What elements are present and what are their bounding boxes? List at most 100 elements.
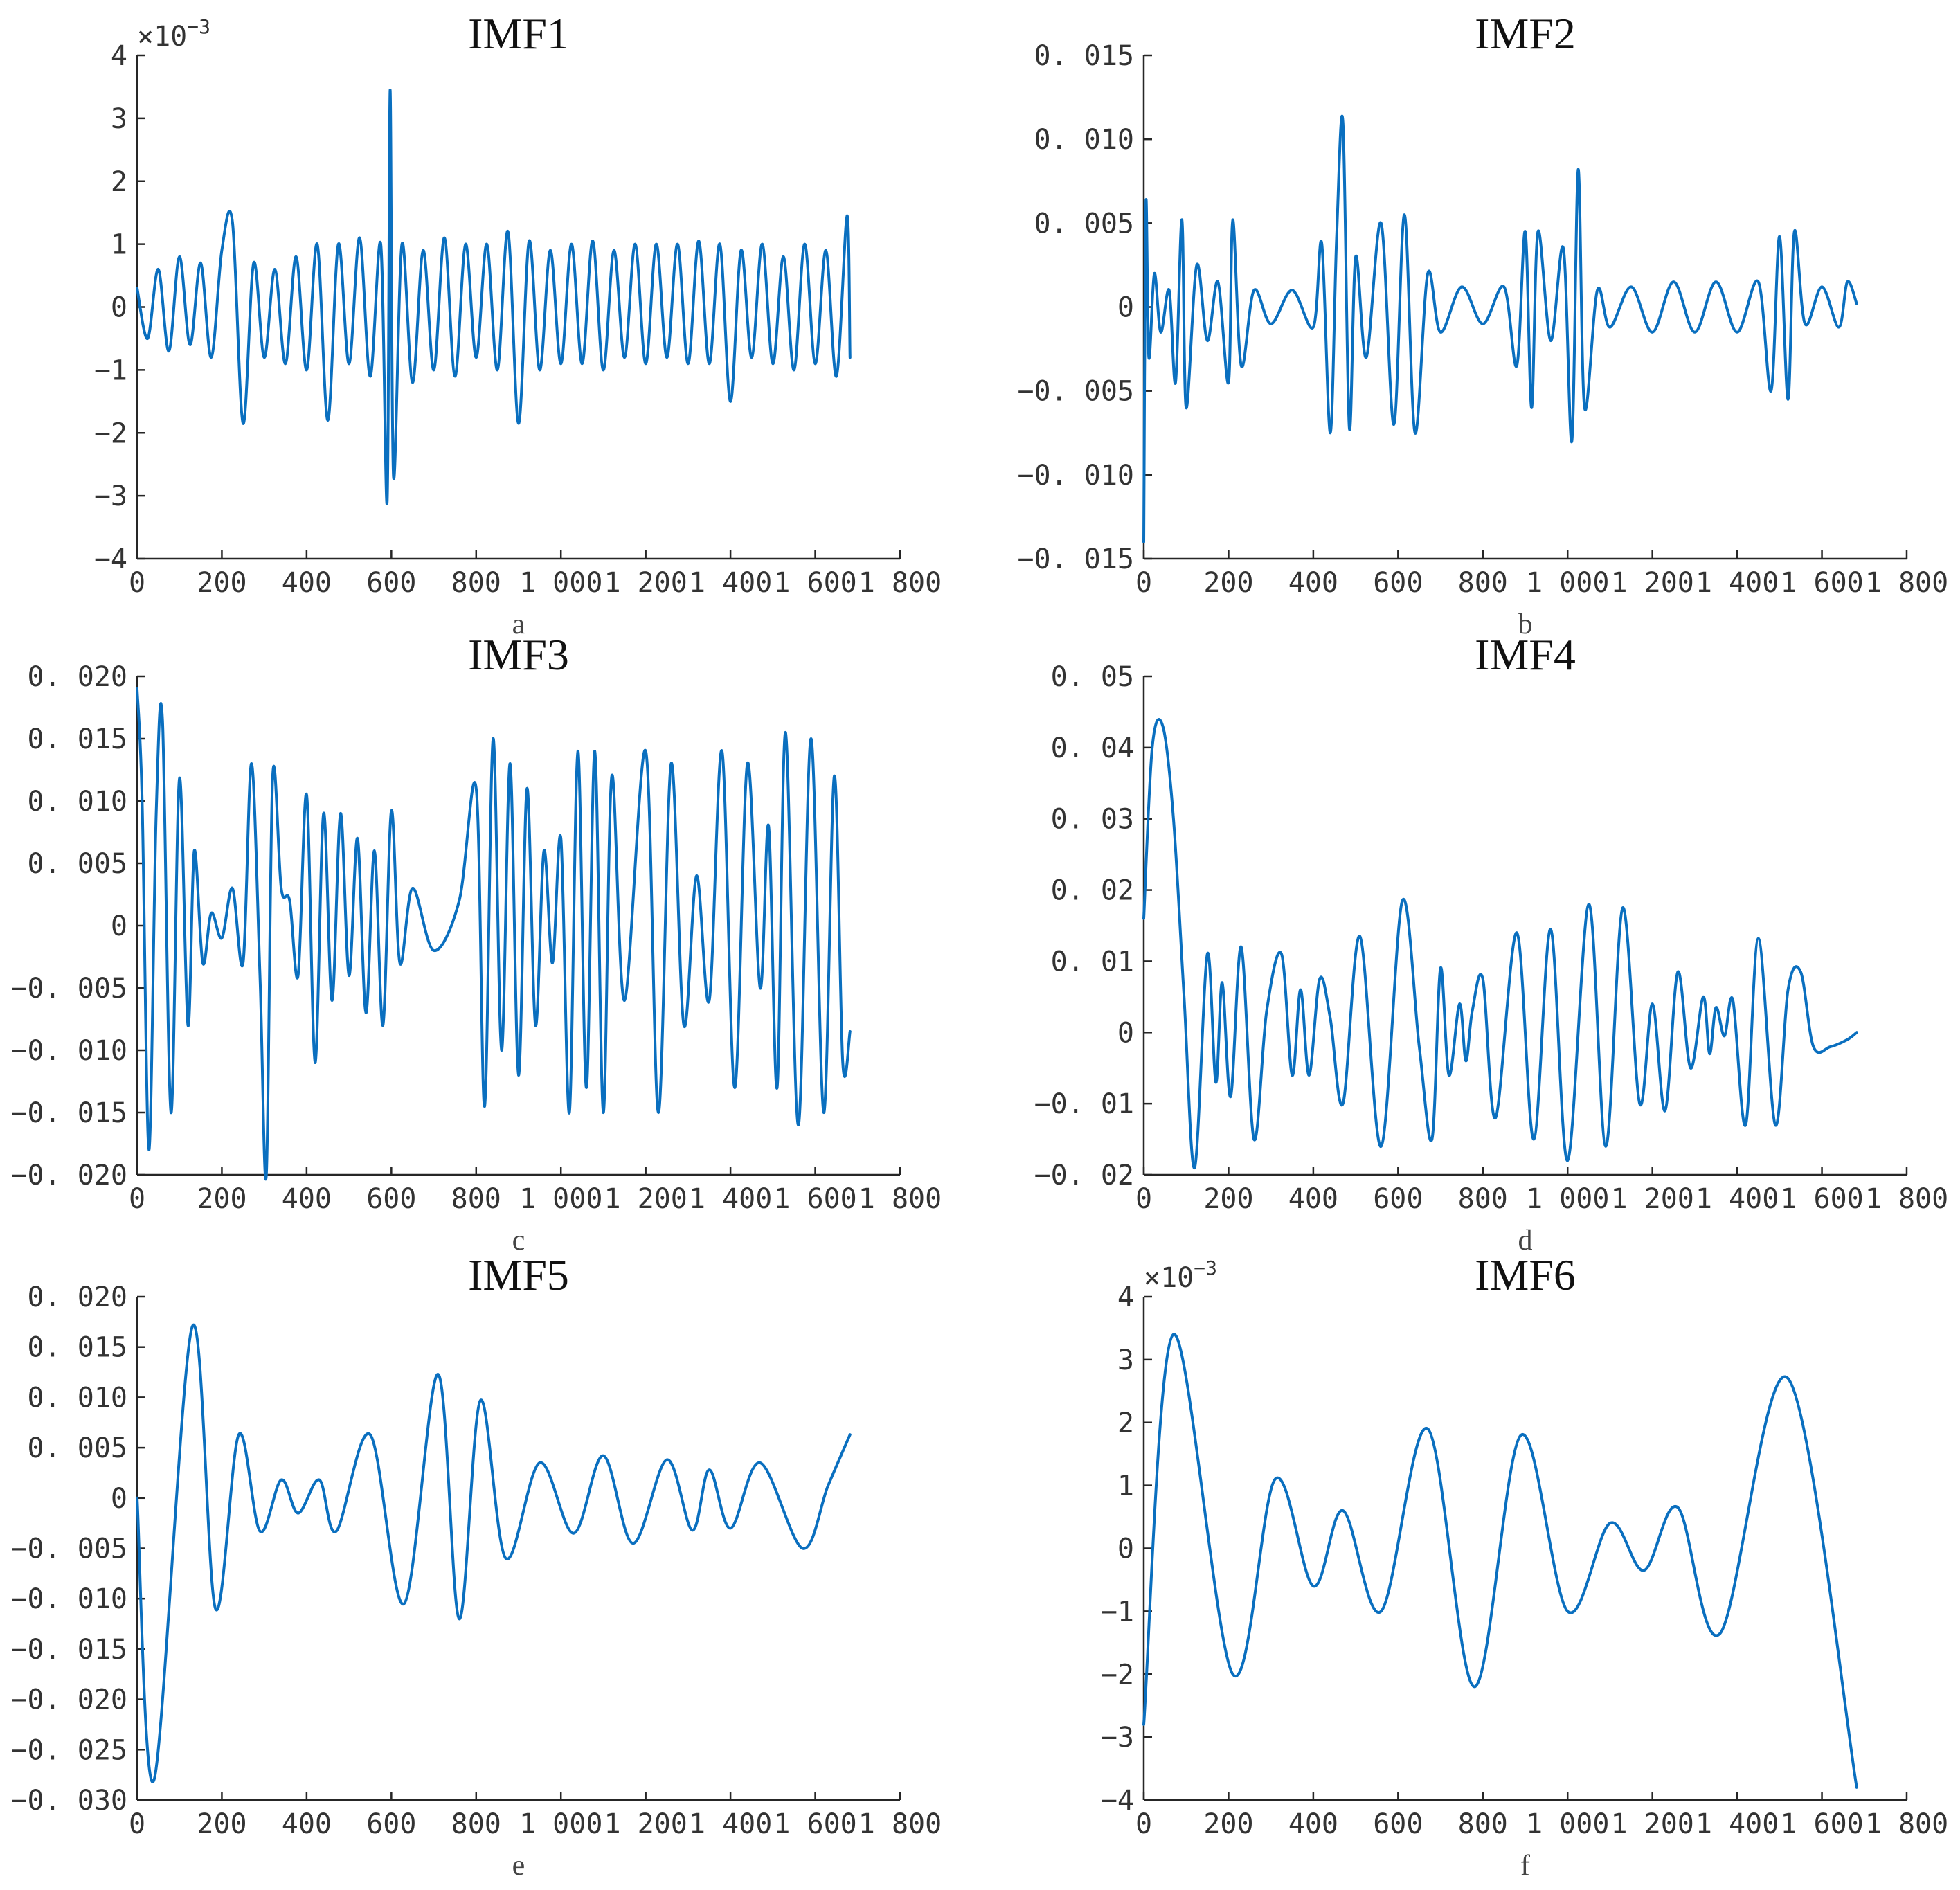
data-point (158, 269, 159, 270)
y-tick-label: 0. 05 (1051, 661, 1134, 693)
y-tick-label: 0. 010 (1034, 124, 1135, 156)
data-point (1482, 323, 1483, 324)
data-point (1474, 1686, 1475, 1687)
x-tick-label: 800 (451, 567, 501, 599)
chart-panel: 0 200 400 600 800 1 000 1 200 1 400 1 600 1 800 −0… (10, 630, 942, 1257)
data-point (1342, 122, 1343, 123)
data-point (1758, 938, 1759, 939)
data-point (1652, 1004, 1653, 1005)
x-tick-label: 1 000 (1526, 567, 1609, 599)
y-tick-label: 0. 03 (1051, 804, 1134, 836)
data-point (529, 241, 530, 242)
data-point (194, 851, 195, 852)
data-point (412, 888, 413, 889)
data-point (1254, 290, 1255, 291)
data-point (1567, 1160, 1568, 1161)
x-tick-label: 0 (129, 567, 145, 599)
data-point (319, 1479, 320, 1480)
y-tick-label: −2 (1101, 1659, 1134, 1691)
y-tick-label: 3 (111, 103, 127, 135)
series-line (136, 687, 852, 1181)
data-point (1578, 169, 1579, 170)
x-tick-label: 1 600 (1780, 1808, 1863, 1840)
chart-title: IMF5 (468, 1250, 569, 1299)
data-point (1186, 407, 1187, 408)
data-point (149, 1150, 150, 1151)
data-point (202, 963, 203, 964)
y-tick-label: −0. 015 (1017, 543, 1134, 575)
data-point (721, 751, 722, 752)
data-point (1270, 323, 1271, 324)
data-point (253, 262, 254, 263)
y-tick-label: 0. 005 (28, 848, 128, 880)
y-tick-label: −0. 015 (10, 1634, 127, 1666)
x-tick-label: 1 800 (1865, 567, 1948, 599)
data-point (1173, 1334, 1174, 1335)
data-point (455, 376, 456, 377)
y-tick-label: 0. 020 (28, 661, 128, 693)
data-point (1366, 357, 1367, 358)
data-point (849, 357, 850, 358)
axis-multiplier-exponent: −3 (187, 15, 210, 38)
data-point (683, 1025, 684, 1026)
x-tick-label: 800 (1458, 567, 1508, 599)
data-point (1588, 904, 1589, 905)
x-tick-label: 1 400 (1696, 1808, 1779, 1840)
x-tick-label: 0 (1135, 567, 1152, 599)
x-tick-label: 600 (366, 1808, 416, 1840)
x-tick-label: 800 (1458, 1808, 1508, 1840)
data-point (349, 975, 350, 976)
x-tick-label: 1 200 (1610, 567, 1693, 599)
y-tick-label: −1 (1101, 1596, 1134, 1628)
data-point (281, 1479, 282, 1480)
data-point (507, 231, 508, 232)
x-tick-label: 400 (282, 1808, 332, 1840)
x-tick-label: 600 (1373, 1808, 1423, 1840)
data-point (613, 250, 614, 251)
x-tick-label: 200 (197, 1808, 246, 1840)
data-point (709, 363, 710, 364)
data-point (1448, 1075, 1449, 1076)
data-point (1146, 203, 1147, 204)
x-tick-label: 800 (1458, 1183, 1508, 1215)
y-tick-label: 0 (1117, 292, 1134, 324)
data-point (1805, 323, 1806, 324)
data-point (243, 423, 244, 424)
panel-caption: e (512, 1850, 525, 1882)
axis-multiplier-exponent: −3 (1194, 1257, 1217, 1279)
data-point (1520, 1434, 1521, 1435)
data-point (1525, 231, 1526, 232)
data-point (1563, 248, 1564, 249)
x-tick-label: 800 (451, 1183, 501, 1215)
y-tick-label: 0. 010 (28, 1382, 128, 1414)
data-point (1856, 1032, 1857, 1033)
y-tick-label: 0 (111, 910, 127, 942)
data-point (323, 813, 324, 814)
data-point (266, 1175, 267, 1176)
data-point (137, 288, 138, 289)
y-tick-label: −0. 010 (1017, 460, 1134, 492)
y-tick-label: −0. 005 (1017, 376, 1134, 408)
y-tick-label: −0. 010 (10, 1583, 127, 1615)
x-tick-label: 800 (451, 1808, 501, 1840)
x-tick-label: 1 600 (773, 1808, 856, 1840)
data-point (285, 363, 286, 364)
data-point (1196, 264, 1197, 265)
data-point (162, 720, 163, 721)
chart-panel: 0 200 400 600 800 1 000 1 200 1 400 1 600 1 800 −0… (1017, 9, 1948, 640)
x-tick-label: 1 400 (689, 567, 772, 599)
data-point (1228, 382, 1229, 383)
data-point (577, 751, 578, 752)
y-tick-label: 2 (111, 166, 127, 198)
data-point (1162, 726, 1163, 727)
y-tick-label: −0. 005 (10, 1533, 127, 1565)
data-point (179, 778, 180, 779)
x-tick-label: 1 400 (1696, 1183, 1779, 1215)
data-point (1584, 407, 1585, 408)
x-tick-label: 1 000 (519, 1808, 602, 1840)
y-tick-label: 0. 01 (1051, 946, 1134, 978)
y-tick-label: 3 (1117, 1344, 1134, 1376)
data-point (730, 401, 731, 402)
data-point (760, 988, 761, 989)
